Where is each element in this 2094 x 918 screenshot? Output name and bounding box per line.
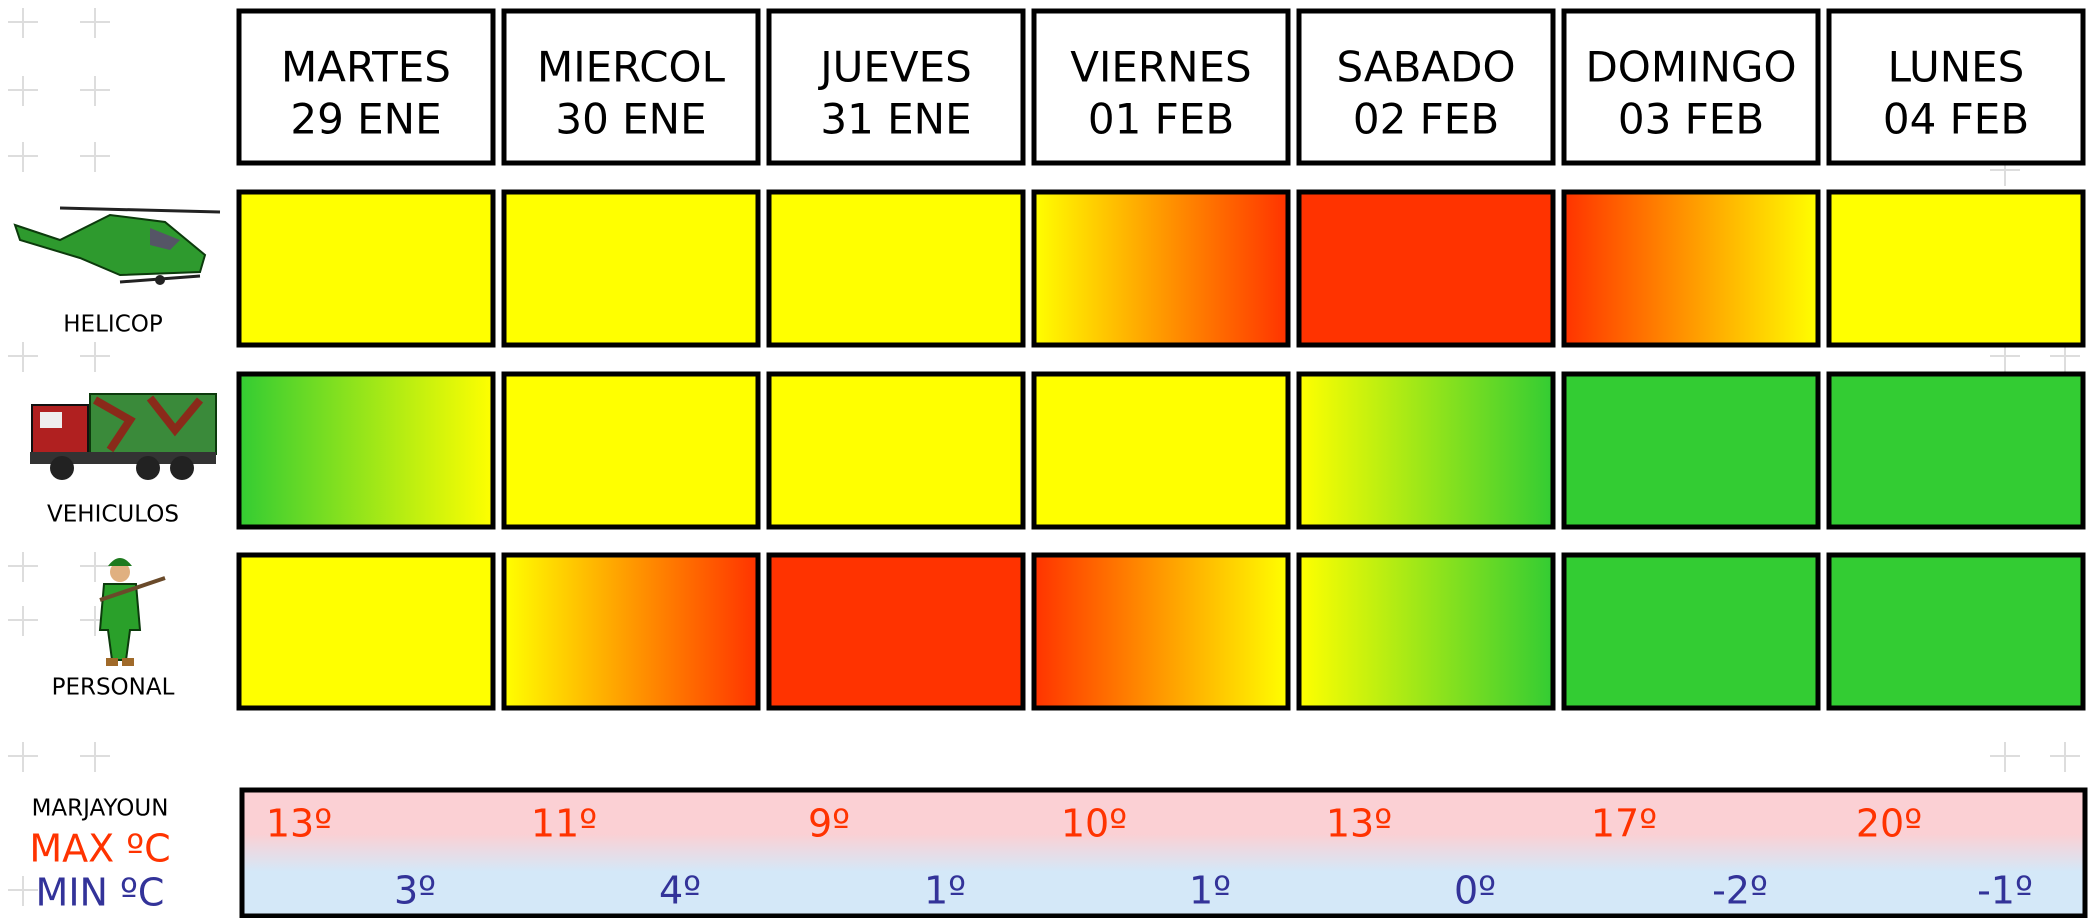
status-cell [1299, 192, 1553, 345]
status-cell [239, 192, 493, 345]
day-name: SABADO [1336, 43, 1515, 92]
status-cell [1829, 555, 2083, 708]
day-date: 30 ENE [555, 95, 706, 144]
status-cell [1829, 374, 2083, 527]
status-cell [1564, 555, 1818, 708]
weather-panel [242, 790, 2085, 916]
day-name: MIERCOL [537, 43, 726, 92]
row-label: PERSONAL [52, 675, 175, 701]
status-cell [1829, 192, 2083, 345]
min-temp: 1º [1189, 869, 1231, 913]
status-cell [504, 192, 758, 345]
min-temp: 1º [924, 869, 966, 913]
status-cell [239, 555, 493, 708]
max-temp: 10º [1061, 802, 1127, 846]
row-label: VEHICULOS [47, 502, 179, 528]
day-name: LUNES [1888, 43, 2025, 92]
status-cell [239, 374, 493, 527]
max-temp: 9º [808, 802, 850, 846]
status-cell [1564, 192, 1818, 345]
status-cell [504, 374, 758, 527]
max-temp: 20º [1856, 802, 1922, 846]
row-label: HELICOP [63, 312, 163, 338]
status-cell [1034, 374, 1288, 527]
min-temp: 3º [394, 869, 436, 913]
day-date: 31 ENE [820, 95, 971, 144]
max-temp: 13º [266, 802, 332, 846]
status-cell [1564, 374, 1818, 527]
soldier-icon [100, 558, 165, 666]
status-cell [1299, 555, 1553, 708]
max-temp: 11º [531, 802, 597, 846]
min-temp: 0º [1454, 869, 1496, 913]
day-date: 29 ENE [290, 95, 441, 144]
status-cell [769, 374, 1023, 527]
min-temp: 4º [659, 869, 701, 913]
day-name: MARTES [281, 43, 451, 92]
day-date: 04 FEB [1883, 95, 2029, 144]
status-cell [504, 555, 758, 708]
day-name: DOMINGO [1585, 43, 1796, 92]
truck-icon [30, 394, 216, 480]
helicopter-icon [15, 208, 220, 285]
day-name: JUEVES [817, 43, 972, 92]
min-temp: -2º [1712, 869, 1768, 913]
status-cell [1034, 192, 1288, 345]
status-cell [1299, 374, 1553, 527]
min-temp: -1º [1977, 869, 2033, 913]
day-date: 01 FEB [1088, 95, 1234, 144]
status-cell [1034, 555, 1288, 708]
min-label: MIN ºC [36, 871, 165, 915]
status-cell [769, 192, 1023, 345]
max-temp: 13º [1326, 802, 1392, 846]
day-name: VIERNES [1070, 43, 1251, 92]
max-label: MAX ºC [29, 827, 170, 871]
day-date: 02 FEB [1353, 95, 1499, 144]
max-temp: 17º [1591, 802, 1657, 846]
station-name: MARJAYOUN [32, 796, 169, 822]
day-date: 03 FEB [1618, 95, 1764, 144]
status-cell [769, 555, 1023, 708]
